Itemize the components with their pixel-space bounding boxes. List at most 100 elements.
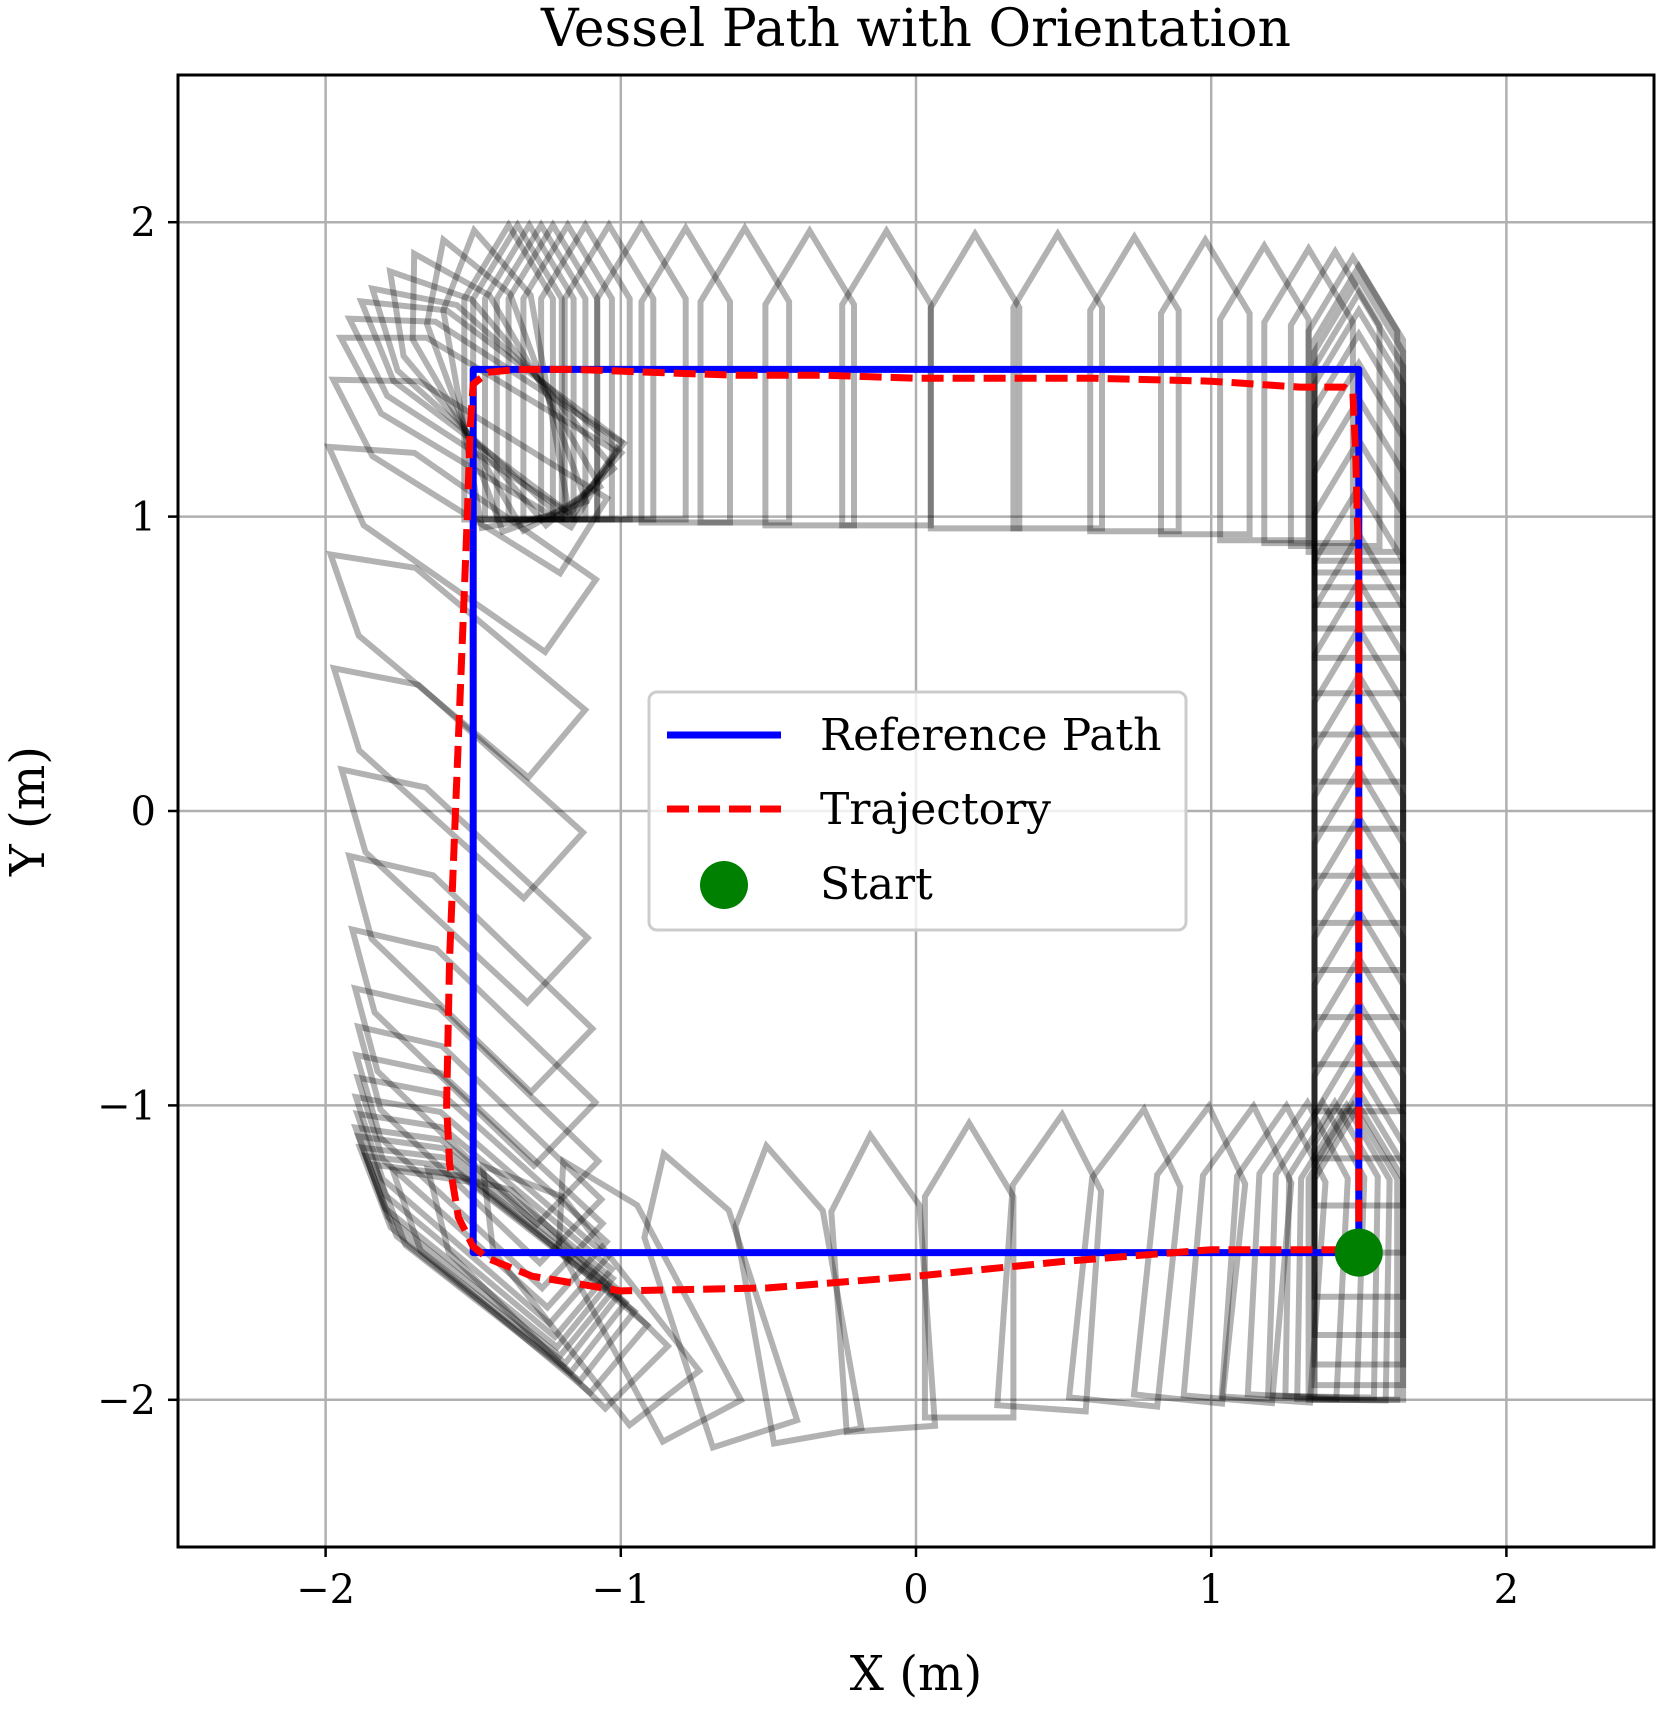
legend-box [647,690,1188,932]
vessel-outline [1087,231,1182,535]
vessel-outline [638,222,733,526]
vessel-outline [370,1161,639,1386]
vessel-outline [1311,357,1407,661]
vessel-outline [538,219,633,523]
series-lines [443,365,1383,1295]
vessel-outline [1065,1103,1184,1410]
vessel-outline [1311,392,1407,697]
y-tick-label: 1 [131,495,156,541]
vessel-outline [1311,996,1407,1300]
vessel-outlines [323,219,1407,1452]
vessel-outline [1282,1096,1381,1401]
x-axis-label: X (m) [850,1646,982,1702]
reference-path-line [469,365,1363,1257]
vessel-outline [361,1152,630,1377]
vessel-outline [1311,1099,1407,1403]
vessel-outline [1311,905,1407,1209]
vessel-outline [440,224,573,532]
vessel-outline [350,1123,618,1352]
legend-label-trajectory: Trajectory [820,784,1051,835]
vessel-outline [386,266,619,530]
vessel-outline [762,225,857,529]
legend-label-reference-path: Reference Path [820,710,1161,761]
vessel-outline [555,1155,746,1446]
vessel-outline [1311,287,1407,591]
vessel-outline [1311,1064,1407,1368]
vessel-outline [423,234,590,536]
vessel-outline [1311,1084,1407,1389]
vessel-outline [1218,1099,1329,1406]
vessel-outline [409,248,605,535]
legend-swatch-start [700,861,748,909]
vessel-outline [1311,272,1407,576]
vessel-outline [1311,434,1407,738]
vessel-outline [520,219,615,523]
vessel-outline [1311,669,1407,973]
vessel-outline [482,219,577,523]
vessel-outline [1311,481,1407,785]
x-tick-label: 1 [1198,1567,1223,1613]
vessel-outline [1311,622,1407,926]
vessel-outline [461,219,556,523]
vessel-outline [1261,242,1356,547]
vessel-outline [1311,811,1407,1115]
vessel-outline [348,925,600,1171]
vessel-outline [1311,304,1407,608]
vessel-outline [1294,1099,1393,1404]
legend-label-start: Start [820,859,933,910]
vessel-outline [329,664,588,903]
vessel-outline [423,1164,673,1413]
trajectory-line [443,365,1363,1295]
vessel-outline [1217,239,1312,544]
vessel-outline [1311,575,1407,879]
start-marker [1334,1228,1383,1277]
vessel-outline [1287,245,1383,549]
vessel-outline [470,219,565,523]
vessel-outline [493,219,589,523]
vessel-outline [1158,234,1253,538]
vessel-outline [505,219,601,523]
y-tick-label: 2 [131,200,156,246]
vessel-outline [1130,1100,1249,1407]
vessel-outline [921,1117,1017,1421]
vessel-outline [323,443,601,657]
vessel-outline [351,984,603,1229]
vessel-outline [641,1148,801,1452]
vessel-outline [368,284,626,523]
vessel-outline [1244,1096,1351,1403]
vessel-outline [328,376,612,578]
vessel-outline [345,851,597,1097]
vessel-outline [1311,858,1407,1162]
x-tick-label: 2 [1494,1567,1519,1613]
vessel-outline [335,334,621,532]
vessel-outline [561,219,657,523]
vessel-outline [344,315,626,521]
y-tick-label: −1 [97,1083,156,1129]
vessel-outline [353,1073,611,1312]
vessel-outline [351,1093,612,1328]
vessel-outline [1010,228,1105,532]
vessel-outline [1311,260,1407,564]
vessel-outline [1311,763,1407,1068]
vessel-outline [388,1166,652,1398]
vessel-outline [732,1140,865,1447]
vessel-outline [1311,528,1407,832]
legend: Reference Path Trajectory Start [647,690,1188,932]
vessel-outline [1305,1099,1401,1403]
y-tick-label: 0 [131,789,156,835]
axis-ticks: −2 −1 0 1 2 −2 −1 0 1 2 [97,200,1519,1613]
vessel-outline [594,219,689,523]
vessel-outline [1311,1034,1407,1338]
vessel-outline [1264,1096,1368,1402]
vessel-outline [479,1161,704,1430]
vessel-outline [828,1129,939,1436]
chart-title: Vessel Path with Orientation [540,0,1291,59]
y-tick-label: −2 [97,1378,156,1424]
vessel-outline [1180,1100,1295,1407]
x-tick-label: 0 [903,1567,928,1613]
vessel-outline [697,222,793,526]
vessel-outline [356,297,628,519]
y-axis-label: Y (m) [0,746,56,877]
